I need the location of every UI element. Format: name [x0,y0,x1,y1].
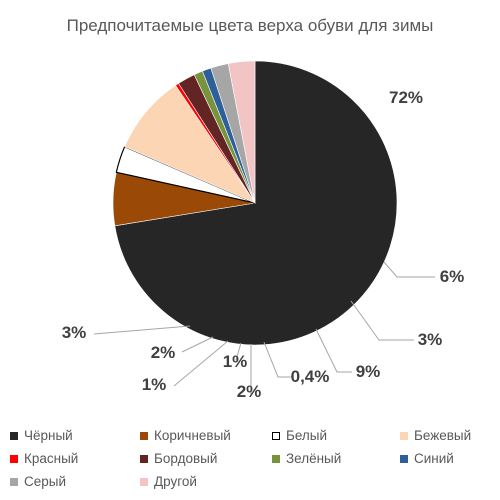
legend-label: Коричневый [154,428,231,443]
legend-item: Бежевый [400,428,471,443]
legend-item: Бордовый [140,451,272,466]
legend-label: Серый [24,474,67,489]
legend-row: Чёрный Коричневый Белый Бежевый [10,424,495,447]
legend-item: Серый [10,474,140,489]
legend-swatch [10,454,18,463]
pie-slice [227,60,256,204]
data-label: 3% [62,323,87,342]
legend-swatch [10,477,18,486]
data-label: 1% [223,352,248,371]
data-label: 2% [237,382,262,401]
data-label: 3% [418,330,443,349]
pie-slice [114,60,398,346]
data-labels: 72% 6% 3% 9% 0,4% 2% 1% 1% 2% 3% [62,88,465,401]
leader-line [350,300,414,341]
legend-label: Бежевый [414,428,472,443]
legend-swatch [272,454,280,463]
legend-label: Зелёный [286,451,342,466]
leader-lines [93,261,435,394]
legend-swatch [140,431,148,440]
legend-item: Белый [272,428,400,443]
legend-label: Чёрный [24,428,73,443]
leader-line [383,261,435,278]
chart-title: Предпочитаемые цвета верха обуви для зим… [66,16,434,35]
legend-label: Синий [414,451,454,466]
legend-swatch [140,454,148,463]
legend-swatch [400,431,408,440]
data-label: 2% [151,343,176,362]
legend-swatch [272,431,280,440]
legend-swatch [140,477,148,486]
pie-chart: 72% 6% 3% 9% 0,4% 2% 1% 1% 2% 3% [62,60,465,401]
legend-row: Красный Бордовый Зелёный Синий [10,447,495,470]
legend-swatch [10,431,18,440]
legend-label: Красный [24,451,79,466]
legend: Чёрный Коричневый Белый Бежевый Красный … [10,424,495,493]
data-label: 0,4% [291,367,330,386]
leader-line [93,325,191,335]
leader-line [181,336,214,353]
data-label: 72% [389,88,423,107]
leader-line [263,341,292,378]
legend-label: Другой [154,474,197,489]
legend-swatch [400,454,408,463]
legend-label: Бордовый [154,451,218,466]
legend-item: Красный [10,451,140,466]
pie-slices [112,60,398,346]
legend-item: Зелёный [272,451,400,466]
data-label: 6% [440,267,465,286]
data-label: 9% [356,362,381,381]
leader-line [315,328,352,373]
legend-item: Чёрный [10,428,140,443]
legend-item: Другой [140,474,272,489]
legend-item: Синий [400,451,454,466]
pie-slice [124,84,256,204]
legend-item: Коричневый [140,428,272,443]
leader-line [173,340,229,387]
data-label: 1% [142,375,167,394]
legend-label: Белый [286,428,328,443]
leader-line [235,342,242,361]
legend-row: Серый Другой [10,470,495,493]
